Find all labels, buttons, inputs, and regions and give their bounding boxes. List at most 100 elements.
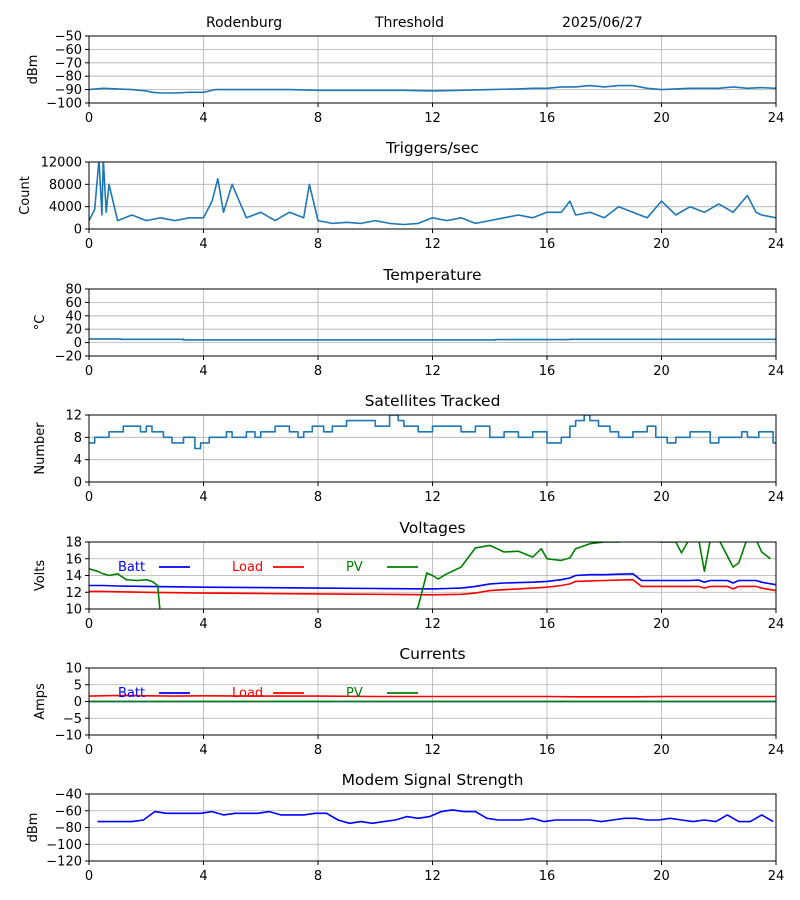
y-tick-label: −5 [63, 712, 82, 727]
station-name: Rodenburg [206, 15, 282, 31]
y-tick-label: −90 [55, 83, 82, 98]
chart-title: Modem Signal Strength [342, 771, 524, 789]
y-tick-label: 8 [74, 431, 82, 446]
chart-title: Temperature [382, 266, 481, 284]
x-tick-label: 4 [199, 490, 207, 505]
x-tick-label: 0 [85, 490, 93, 505]
y-tick-label: −20 [55, 350, 82, 365]
y-tick-label: 0 [74, 336, 82, 351]
chart-title: Satellites Tracked [365, 392, 501, 410]
y-tick-label: 0 [74, 695, 82, 710]
y-tick-label: −60 [55, 804, 82, 819]
x-tick-label: 20 [653, 617, 670, 632]
chart-panel-2: 0 4 8 12 16 20 24 0 4000 8000 12000 Triggers/sec Cou… [18, 139, 784, 252]
x-tick-label: 24 [768, 617, 785, 632]
y-tick-label: 12 [65, 409, 82, 424]
x-tick-label: 12 [424, 869, 441, 884]
x-tick-label: 4 [199, 111, 207, 126]
x-tick-label: 20 [653, 869, 670, 884]
chart-title: Voltages [399, 519, 465, 537]
date-label: 2025/06/27 [562, 15, 643, 31]
x-tick-label: 8 [314, 617, 322, 632]
y-tick-label: 20 [65, 323, 82, 338]
y-tick-label: 18 [65, 536, 82, 551]
x-tick-label: 20 [653, 237, 670, 252]
y-tick-label: −100 [46, 838, 82, 853]
x-tick-label: 24 [768, 237, 785, 252]
x-tick-label: 20 [653, 364, 670, 379]
y-tick-label: −120 [46, 855, 82, 870]
y-tick-label: −60 [55, 43, 82, 58]
mode-label: Threshold [374, 15, 444, 31]
chart-panel-7: 0 4 8 12 16 20 24 −120 −100 −80 −60−40 Modem Signal… [26, 771, 784, 884]
x-tick-label: 16 [539, 237, 556, 252]
y-tick-label: 80 [65, 283, 82, 298]
y-tick-label: −70 [55, 56, 82, 71]
y-tick-label: 0 [74, 223, 82, 238]
chart-title: Triggers/sec [385, 139, 479, 157]
y-axis-label: Number [33, 422, 48, 475]
legend-label-pv: PV [346, 686, 363, 701]
x-tick-label: 8 [314, 743, 322, 758]
y-tick-label: 10 [65, 662, 82, 677]
y-tick-label: −80 [55, 821, 82, 836]
chart-title: Currents [399, 645, 465, 663]
y-axis-label: dBm [26, 55, 41, 85]
x-tick-label: 0 [85, 743, 93, 758]
y-tick-label: 4000 [49, 200, 82, 215]
x-tick-label: 8 [314, 111, 322, 126]
legend-label-batt: Batt [118, 686, 145, 701]
series-line-1 [89, 162, 776, 226]
y-tick-label: 60 [65, 296, 82, 311]
x-tick-label: 24 [768, 490, 785, 505]
chart-panel-1: 0 4 8 12 16 20 24 −100−90−80−70−60−50 dBm [26, 30, 784, 127]
chart-panel-4: 0 4 8 12 16 20 24 0 4 8 12 Satellites Tracked Number [33, 392, 784, 505]
y-tick-label: −10 [55, 729, 82, 744]
legend-label-load: Load [232, 686, 263, 701]
y-tick-label: 16 [65, 552, 82, 567]
series-line-1 [89, 338, 776, 341]
x-tick-label: 4 [199, 869, 207, 884]
x-tick-label: 20 [653, 490, 670, 505]
x-tick-label: 20 [653, 111, 670, 126]
x-tick-label: 16 [539, 869, 556, 884]
y-tick-label: −100 [46, 97, 82, 112]
x-tick-label: 4 [199, 617, 207, 632]
y-tick-label: 12000 [41, 156, 82, 171]
chart-panel-6: 0 4 8 12 16 20 24 −10 −5 0 510 Currents Amps Batt Load… [33, 645, 784, 758]
x-tick-label: 8 [314, 364, 322, 379]
x-tick-label: 12 [424, 364, 441, 379]
x-tick-label: 8 [314, 490, 322, 505]
x-tick-label: 4 [199, 364, 207, 379]
y-tick-label: 8000 [49, 178, 82, 193]
x-tick-label: 0 [85, 869, 93, 884]
y-tick-label: 0 [74, 476, 82, 491]
y-tick-label: −80 [55, 70, 82, 85]
x-tick-label: 16 [539, 617, 556, 632]
y-tick-label: −50 [55, 30, 82, 45]
x-tick-label: 12 [424, 490, 441, 505]
series-line-load [89, 578, 776, 596]
x-tick-label: 12 [424, 743, 441, 758]
y-axis-label: Count [18, 176, 33, 215]
x-tick-label: 0 [85, 617, 93, 632]
x-tick-label: 24 [768, 743, 785, 758]
x-tick-label: 4 [199, 743, 207, 758]
x-tick-label: 8 [314, 237, 322, 252]
y-tick-label: 40 [65, 309, 82, 324]
x-tick-label: 16 [539, 490, 556, 505]
x-tick-label: 0 [85, 364, 93, 379]
x-tick-label: 12 [424, 617, 441, 632]
x-tick-label: 0 [85, 237, 93, 252]
y-tick-label: 5 [74, 678, 82, 693]
y-axis-label: Volts [33, 560, 48, 592]
y-axis-label: °C [33, 315, 48, 331]
y-tick-label: 4 [74, 453, 82, 468]
x-tick-label: 12 [424, 237, 441, 252]
series-line-1 [89, 84, 776, 94]
y-tick-label: 12 [65, 586, 82, 601]
